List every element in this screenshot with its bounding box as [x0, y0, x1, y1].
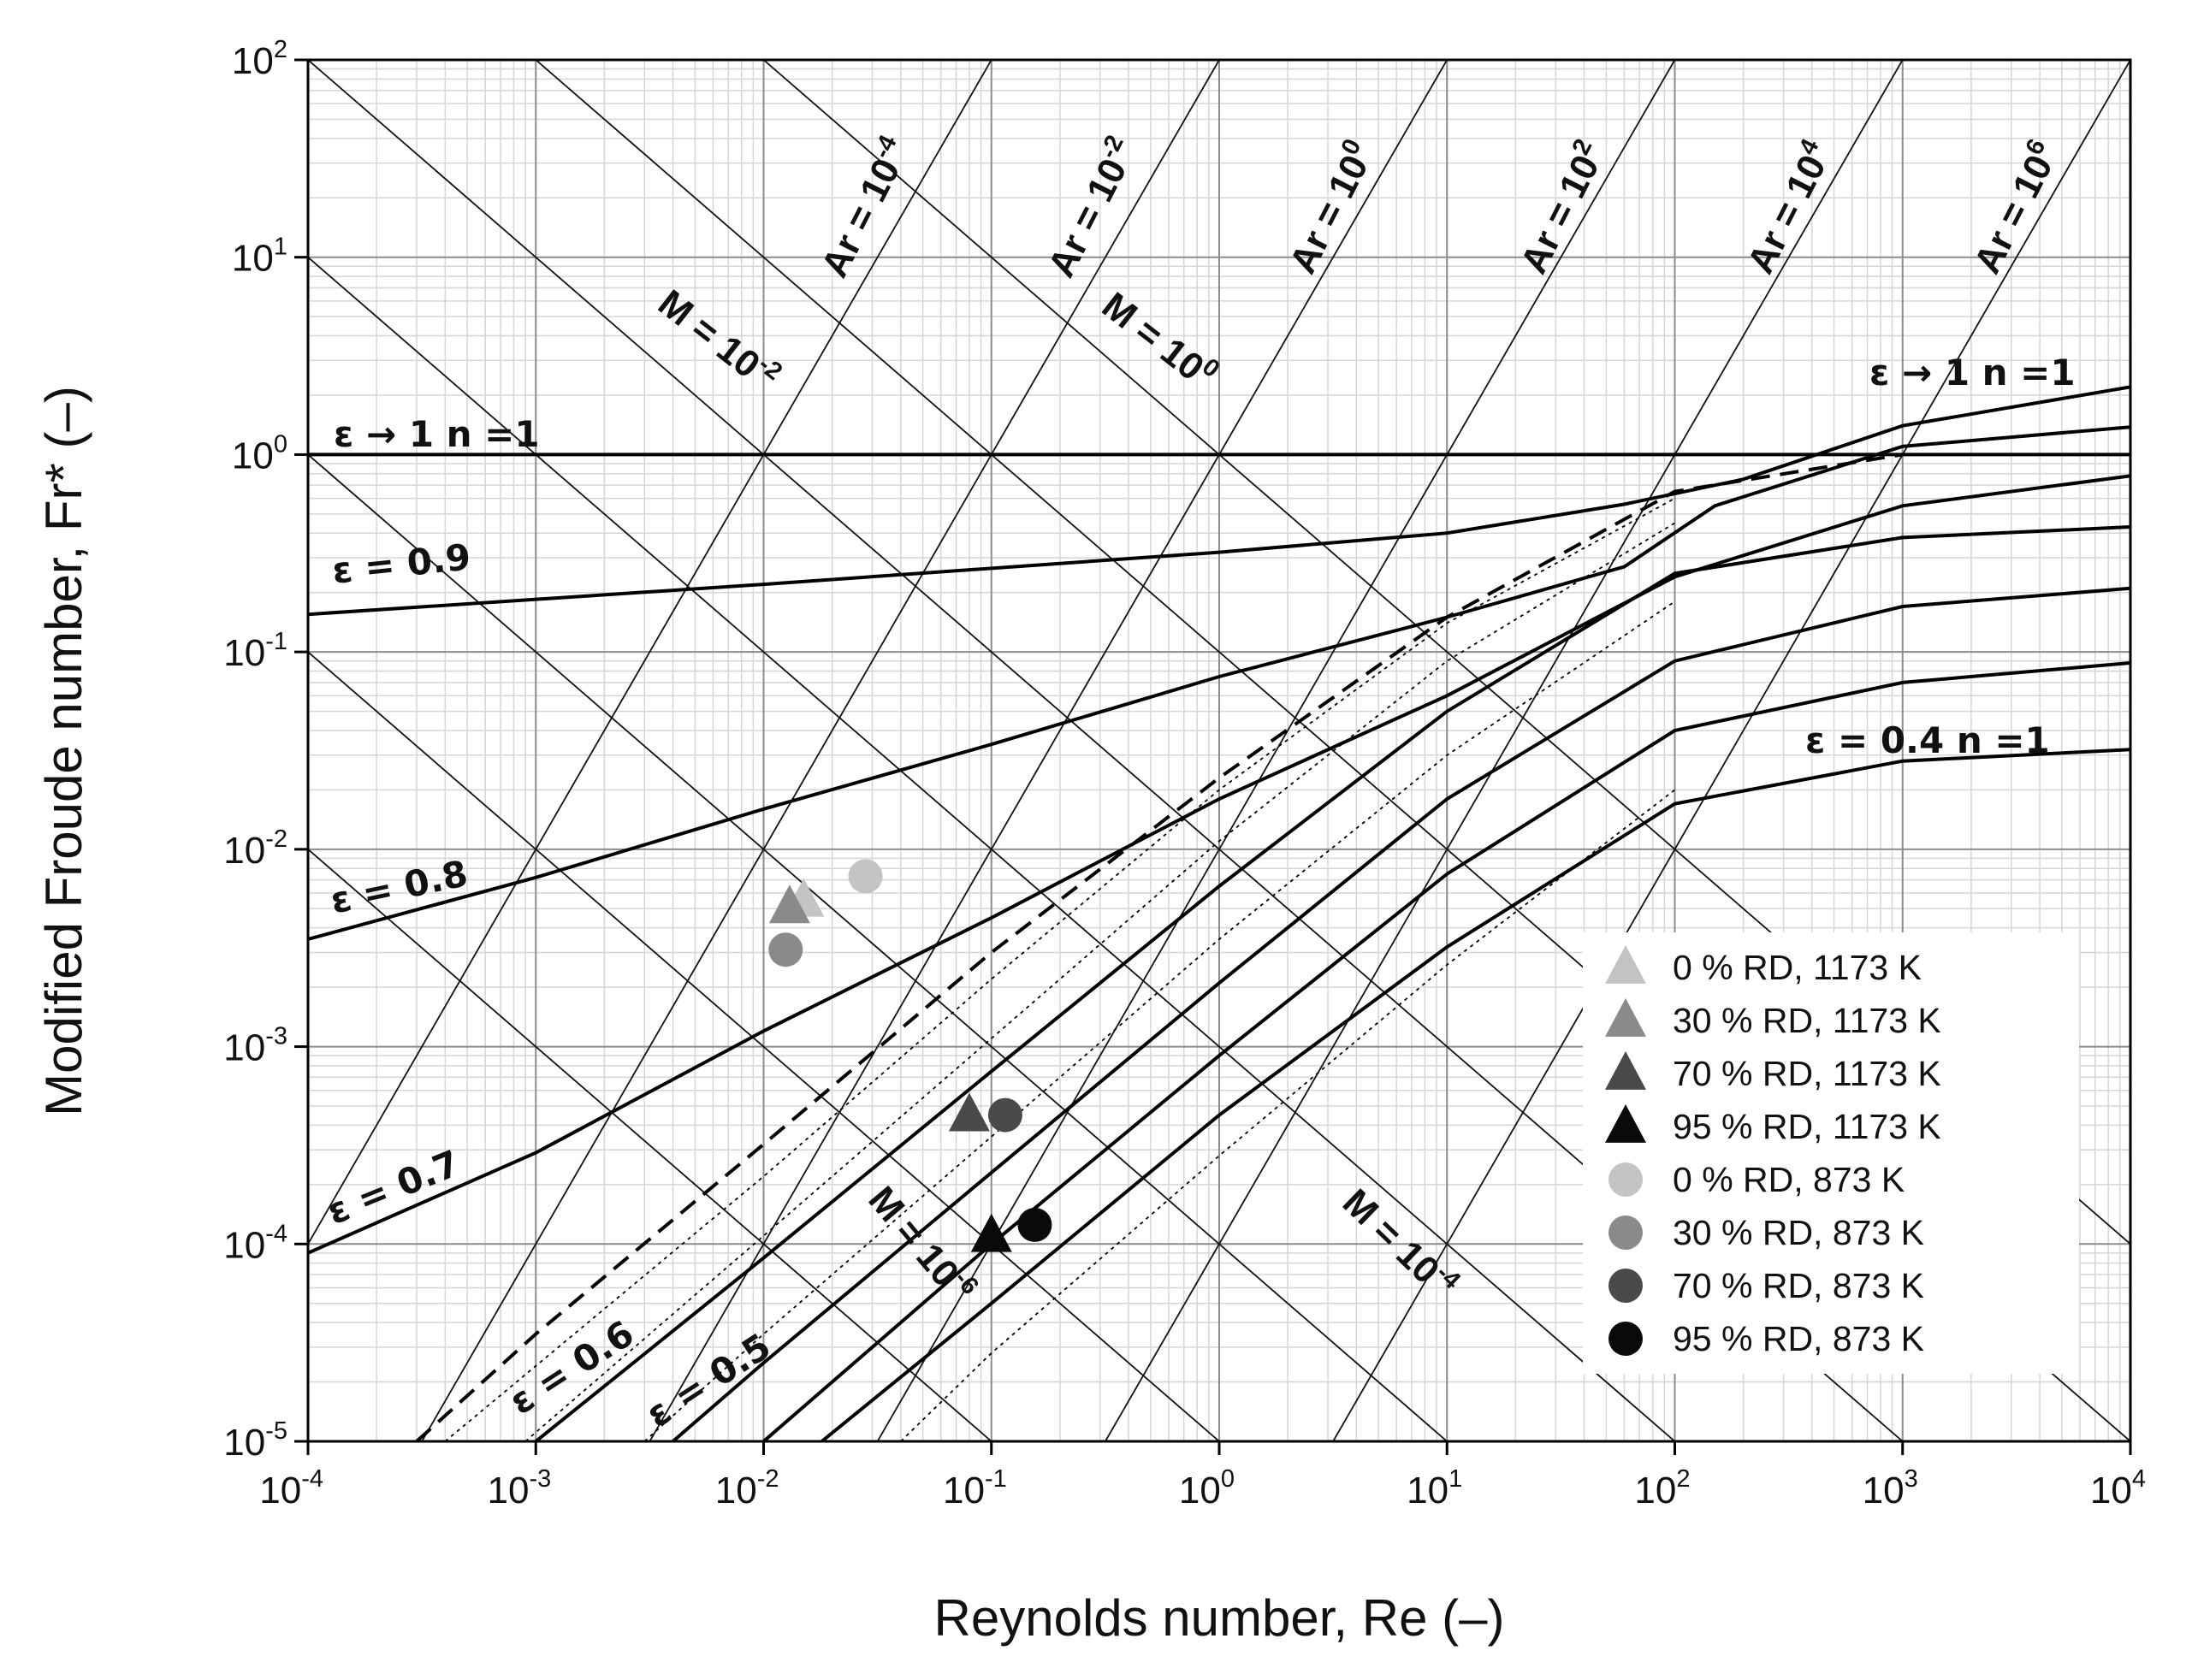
morton-label: M = 10-2 — [650, 279, 787, 399]
legend-marker — [1608, 1322, 1643, 1356]
epsilon-curve-label: ε → 1 n =1 — [334, 413, 540, 455]
legend-label: 70 % RD, 1173 K — [1673, 1054, 1941, 1093]
legend-label: 95 % RD, 1173 K — [1673, 1107, 1941, 1146]
legend-label: 30 % RD, 1173 K — [1673, 1001, 1941, 1040]
y-tick-label: 10-2 — [223, 825, 287, 872]
x-tick-label: 104 — [2090, 1465, 2146, 1511]
morton-line — [308, 256, 1676, 1441]
plot-grid — [308, 60, 2130, 1441]
curve-dotted-2 — [524, 522, 1675, 1441]
x-axis-title: Reynolds number, Re (–) — [934, 1589, 1505, 1647]
data-point — [1017, 1207, 1052, 1242]
epsilon-curve-label: ε = 0.8 — [327, 852, 471, 922]
legend-label: 95 % RD, 873 K — [1673, 1319, 1924, 1358]
data-point — [948, 1092, 990, 1132]
epsilon-curve-label: ε = 0.9 — [330, 535, 472, 592]
data-point — [768, 932, 803, 967]
y-axis-title: Modified Froude number, Fr* (–) — [35, 386, 92, 1116]
legend-marker — [1608, 1216, 1643, 1250]
archimedes-line — [421, 60, 1220, 1441]
archimedes-line — [876, 60, 1676, 1441]
x-tick-label: 101 — [1407, 1465, 1462, 1511]
legend-marker — [1605, 944, 1646, 984]
x-tick-label: 10-2 — [715, 1465, 779, 1511]
y-tick-label: 100 — [232, 430, 287, 476]
morton-line — [762, 60, 2130, 1245]
curve-dotted-1 — [444, 497, 1675, 1441]
legend-box — [1583, 932, 2079, 1374]
curve-eps0.4 — [821, 748, 2130, 1441]
archimedes-line — [1332, 60, 2130, 1441]
curve-eps0.45 — [672, 586, 2130, 1441]
curve-dotted-3 — [643, 600, 1676, 1441]
archimedes-label: Ar = 10-4 — [810, 131, 918, 284]
archimedes-line — [1105, 60, 1904, 1441]
y-tick-label: 102 — [232, 36, 287, 82]
archimedes-line — [649, 60, 1448, 1441]
legend-label: 0 % RD, 1173 K — [1673, 948, 1922, 987]
y-tick-label: 10-4 — [223, 1220, 287, 1266]
data-point — [987, 1097, 1022, 1133]
legend-marker — [1608, 1269, 1643, 1303]
legend-label: 70 % RD, 873 K — [1673, 1266, 1924, 1305]
morton-label: M = 100 — [1094, 281, 1224, 397]
y-tick-label: 101 — [232, 234, 287, 280]
curve-eps0.6 — [415, 453, 1904, 1441]
legend-marker — [1608, 1162, 1643, 1197]
morton-line — [308, 453, 1448, 1441]
data-point — [970, 1213, 1012, 1252]
epsilon-curve-label: ε = 0.6 — [502, 1312, 642, 1423]
legend-marker — [1605, 997, 1646, 1037]
legend-marker — [1605, 1050, 1646, 1090]
curve-eps0.7 — [308, 474, 2130, 1255]
epsilon-curve-label: ε → 1 n =1 — [1869, 352, 2076, 393]
y-tick-label: 10-1 — [223, 628, 287, 674]
curve-eps0.8 — [308, 425, 2130, 941]
epsilon-curve-label: ε = 0.7 — [321, 1142, 465, 1233]
curves — [308, 385, 2130, 1441]
x-tick-label: 10-4 — [259, 1465, 323, 1511]
morton-line — [308, 848, 992, 1441]
guide-lines — [308, 60, 2130, 1441]
morton-line — [308, 650, 1220, 1441]
x-tick-label: 10-3 — [488, 1465, 552, 1511]
data-point — [768, 884, 810, 924]
legend: 0 % RD, 1173 K 30 % RD, 1173 K 70 % RD, 11… — [1583, 932, 2079, 1374]
legend-marker — [1605, 1103, 1646, 1143]
y-tick-label: 10-3 — [223, 1023, 287, 1069]
archimedes-line — [308, 60, 992, 1246]
x-tick-label: 10-1 — [943, 1465, 1007, 1511]
y-tick-label: 10-5 — [223, 1417, 287, 1464]
epsilon-curve-label: ε = 0.4 n =1 — [1805, 719, 2050, 761]
axis-ticks: 10-4 10-3 10-2 10-1 100 101 102 103 10410-510-41… — [223, 36, 2146, 1511]
x-tick-label: 103 — [1863, 1465, 1918, 1511]
data-point — [848, 859, 883, 894]
legend-label: 0 % RD, 873 K — [1673, 1160, 1905, 1199]
x-tick-label: 102 — [1634, 1465, 1690, 1511]
archimedes-label: Ar = 100 — [1278, 134, 1383, 280]
curve-eps0.5 — [535, 525, 2130, 1441]
x-tick-label: 100 — [1179, 1465, 1235, 1511]
archimedes-label: Ar = 102 — [1509, 134, 1614, 280]
curve-eps0.9 — [308, 385, 2130, 617]
data-points — [768, 859, 1052, 1252]
legend-label: 30 % RD, 873 K — [1673, 1213, 1924, 1252]
